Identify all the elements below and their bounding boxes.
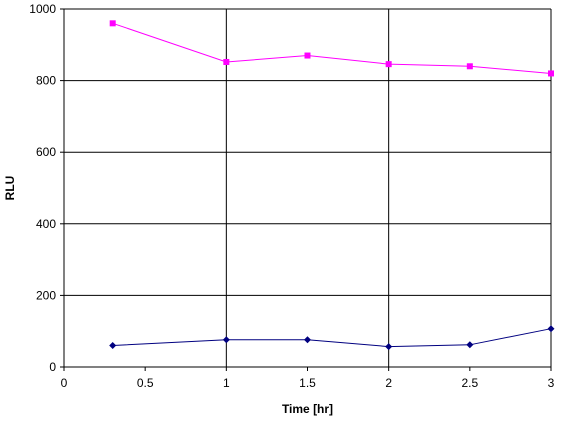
data-point	[466, 341, 474, 349]
y-axis-title: RLU	[3, 176, 17, 201]
x-tick-label: 2	[385, 376, 392, 390]
x-tick-label: 3	[548, 376, 555, 390]
y-tick-label: 200	[36, 288, 56, 302]
y-tick-label: 600	[36, 145, 56, 159]
gridlines	[64, 8, 552, 367]
y-tick-label: 800	[36, 74, 56, 88]
x-tick-label: 2.5	[461, 376, 478, 390]
data-point	[304, 52, 311, 59]
data-point	[109, 20, 116, 27]
axes	[60, 8, 552, 371]
y-tick-label: 1000	[29, 2, 56, 16]
data-point	[304, 336, 311, 344]
series	[109, 20, 555, 351]
data-point	[109, 342, 117, 350]
series-line	[112, 328, 552, 348]
data-point	[222, 336, 230, 344]
y-tick-label: 400	[36, 217, 56, 231]
data-point	[385, 61, 392, 68]
x-tick-label: 0	[61, 376, 68, 390]
y-tick-label: 0	[49, 360, 56, 374]
data-point	[223, 58, 230, 65]
series-2	[109, 325, 555, 351]
series-line	[112, 22, 552, 74]
data-point	[547, 325, 555, 333]
data-point	[385, 343, 393, 351]
x-tick-label: 1.5	[299, 376, 316, 390]
series-1	[109, 20, 554, 77]
x-tick-label: 1	[223, 376, 230, 390]
x-axis-title: Time [hr]	[282, 402, 333, 416]
x-tick-label: 0.5	[137, 376, 154, 390]
data-point	[548, 70, 554, 77]
data-point	[466, 63, 473, 70]
tick-labels: 0 200 400 600 800 1000 0 0.5 1 1.5 2 2.5 3	[29, 2, 554, 390]
